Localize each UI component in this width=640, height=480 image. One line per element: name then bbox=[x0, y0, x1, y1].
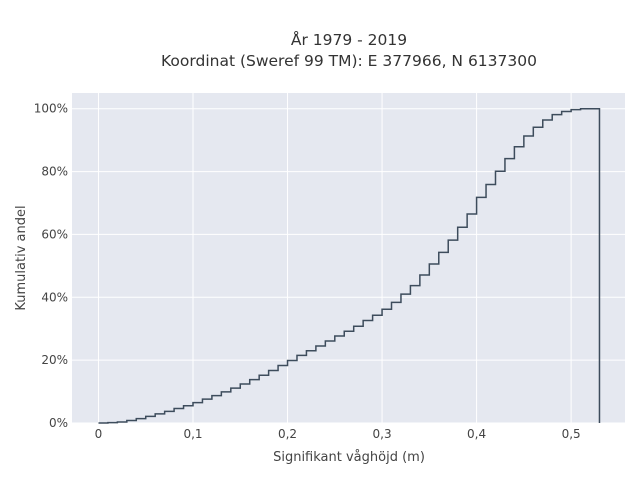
x-axis-title: Signifikant våghöjd (m) bbox=[273, 450, 425, 465]
series-layer bbox=[98, 107, 601, 424]
y-tick-label: 80% bbox=[41, 165, 68, 179]
y-tick-label: 100% bbox=[34, 102, 68, 116]
x-tick-label: 0,3 bbox=[373, 427, 392, 441]
cumulative-step-line bbox=[98, 107, 601, 424]
x-tick-label: 0,2 bbox=[278, 427, 297, 441]
x-tick-label: 0,1 bbox=[183, 427, 202, 441]
plot-area bbox=[72, 93, 625, 423]
grid-lines bbox=[72, 93, 625, 424]
x-axis-ticks: 0 0,1 0,2 0,3 0,4 0,5 bbox=[95, 427, 581, 441]
x-tick-label: 0 bbox=[95, 427, 103, 441]
y-tick-label: 0% bbox=[49, 416, 68, 430]
x-tick-label: 0,4 bbox=[467, 427, 486, 441]
chart-title-line-2: Koordinat (Sweref 99 TM): E 377966, N 61… bbox=[161, 52, 537, 70]
y-tick-label: 40% bbox=[41, 290, 68, 304]
y-tick-label: 20% bbox=[41, 353, 68, 367]
y-tick-label: 60% bbox=[41, 227, 68, 241]
y-axis-ticks: 0% 20% 40% 60% 80% 100% bbox=[34, 102, 68, 430]
chart-title-line-1: År 1979 - 2019 bbox=[291, 30, 407, 49]
y-axis-title: Kumulativ andel bbox=[14, 205, 29, 310]
x-tick-label: 0,5 bbox=[562, 427, 581, 441]
